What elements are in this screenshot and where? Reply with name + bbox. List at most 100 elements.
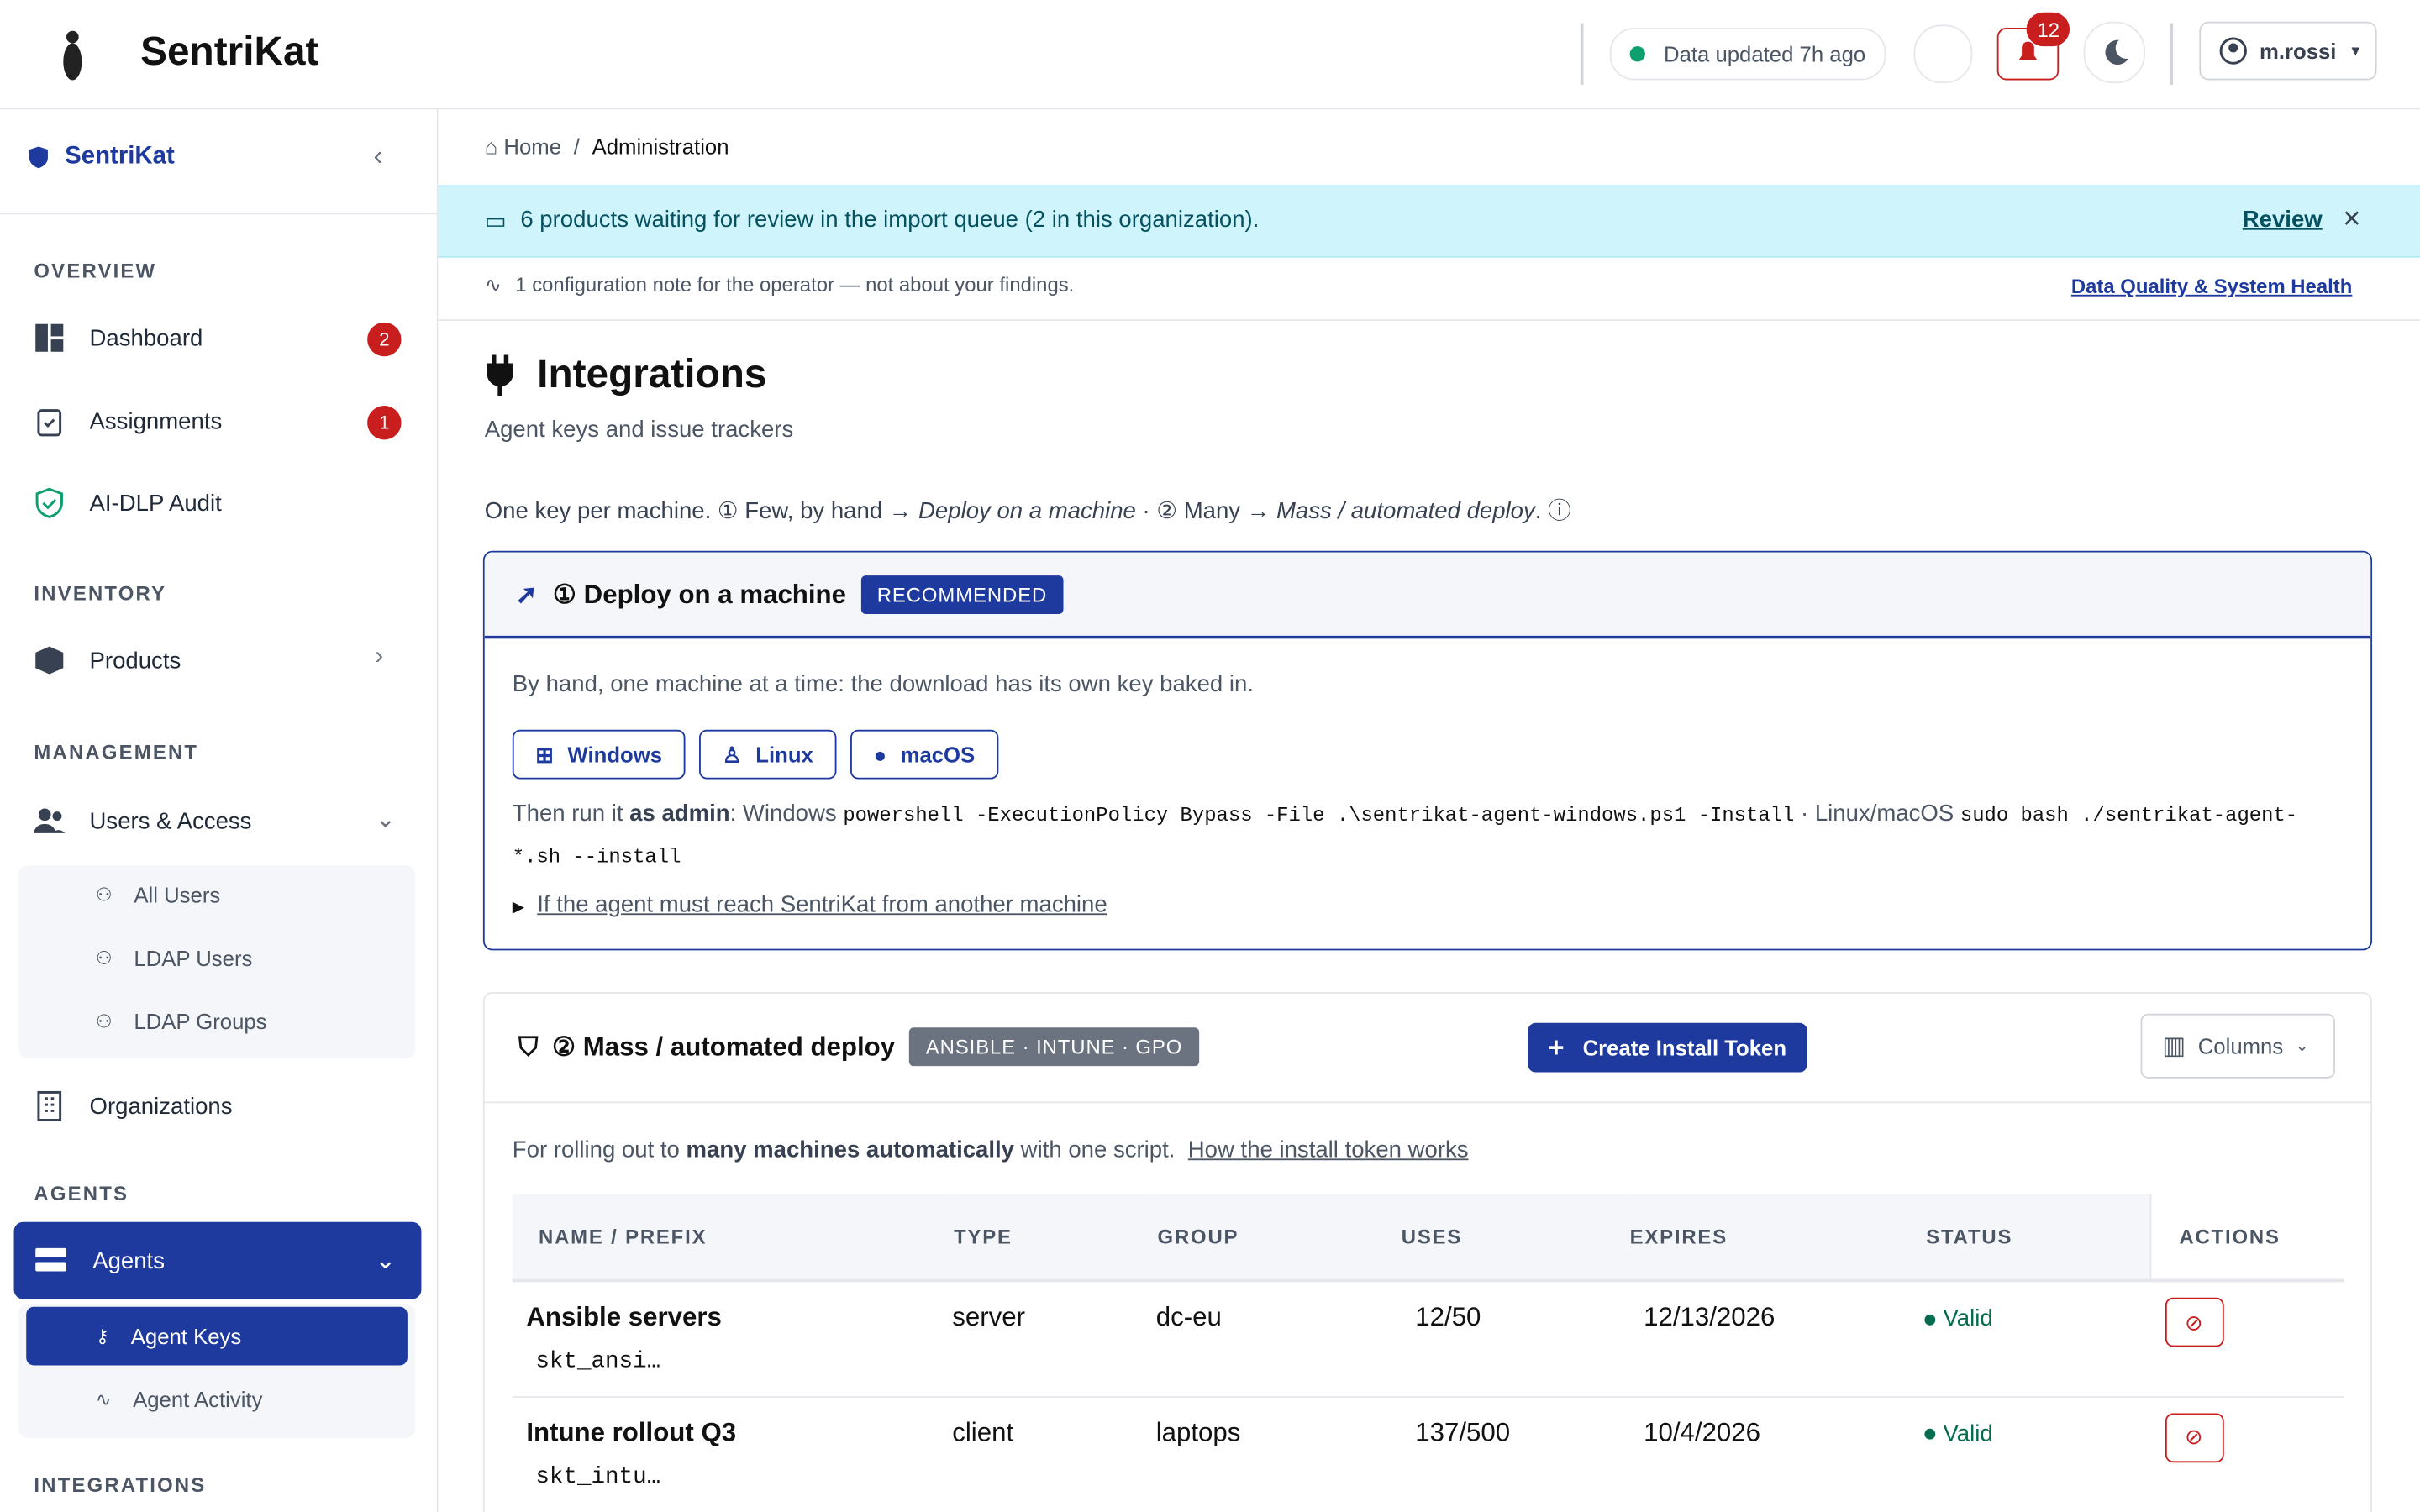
nav-label: Users & Access: [89, 807, 252, 834]
plug-icon: [487, 354, 513, 396]
nav-item[interactable]: Dashboard: [34, 323, 203, 354]
button-label: Columns: [2197, 1033, 2284, 1058]
crumb-link[interactable]: ⌂ Home: [484, 134, 562, 160]
nav-item[interactable]: Assignments: [34, 406, 222, 437]
icon: ⊞: [535, 741, 554, 766]
create-token-button[interactable]: + Create Install Token: [1528, 1022, 1807, 1073]
icon: [35, 1247, 66, 1272]
nav-label: Dashboard: [89, 324, 203, 351]
sub-item[interactable]: ∿ Agent Activity: [96, 1387, 263, 1411]
mass-card: ⛉ ② Mass / automated deploy ANSIBLE · INTU…: [482, 992, 2373, 1512]
section-title: AGENTS: [34, 1181, 129, 1205]
intro: One key per machine. ① Few, by hand → De…: [485, 494, 1571, 527]
token-prefix: skt_intu…: [535, 1463, 661, 1490]
shield-icon: [29, 146, 48, 169]
card-title-text: ① Deploy on a machine: [553, 579, 847, 609]
nav-label: Assignments: [89, 407, 223, 435]
deploy-card: ➚ ① Deploy on a machine RECOMMENDED By han…: [482, 550, 2373, 951]
columns-button[interactable]: ▥ Columns ⌄: [2140, 1013, 2335, 1079]
section-title: INTEGRATIONS: [34, 1473, 207, 1497]
sub-label: Agent Activity: [133, 1387, 263, 1412]
revoke-button[interactable]: ⊘: [2165, 1297, 2223, 1347]
title-text: Integrations: [537, 349, 767, 397]
separator: /: [573, 134, 580, 160]
intro-text: · ② Many →: [1135, 498, 1276, 525]
bell-icon: [2018, 41, 2038, 60]
card-title: ➚ ① Deploy on a machine RECOMMENDED: [515, 575, 1063, 615]
card-title: ⛉ ② Mass / automated deploy ANSIBLE · INTU…: [518, 1027, 1200, 1067]
cell: ⊘: [2150, 1396, 2344, 1512]
health-link[interactable]: Data Quality & System Health: [2070, 274, 2353, 298]
collapse-button[interactable]: ‹: [373, 140, 383, 171]
cell: client: [952, 1417, 1014, 1446]
status-dot: [1629, 46, 1645, 62]
icon: [35, 487, 63, 518]
sub-item[interactable]: ⚷ Agent Keys: [96, 1324, 241, 1348]
sub-item[interactable]: ⚇ LDAP Users: [96, 946, 253, 970]
banner-message: 6 products waiting for review in the imp…: [520, 207, 1260, 234]
icon: [35, 646, 64, 675]
card-description: By hand, one machine at a time: the down…: [512, 670, 1254, 698]
config-note: ∿ 1 configuration note for the operator —…: [485, 273, 1075, 297]
icon: ∿: [484, 273, 502, 297]
intro-text: One key per machine. ① Few, by hand →: [484, 498, 919, 525]
sub-item[interactable]: ⚇ LDAP Groups: [96, 1009, 267, 1033]
info-icon[interactable]: ⓘ: [1548, 498, 1571, 525]
desc-text: with one script.: [1014, 1137, 1176, 1163]
submenu: [18, 865, 416, 1058]
triangle: ▶: [512, 899, 524, 917]
review-link[interactable]: Review: [2242, 207, 2323, 234]
icon: ⚷: [95, 1325, 110, 1347]
status: Valid: [1943, 1305, 1993, 1332]
icon: [37, 409, 62, 437]
nav-item[interactable]: AI-DLP Audit: [34, 487, 222, 518]
nav-item[interactable]: Products: [34, 645, 181, 676]
close-button[interactable]: ×: [2343, 202, 2361, 237]
page-title: Integrations: [485, 349, 767, 398]
nav-item[interactable]: Organizations: [34, 1090, 233, 1122]
icon: ⚇: [95, 884, 113, 906]
download-button[interactable]: ⊞ Windows: [512, 729, 686, 780]
theme-toggle[interactable]: [2083, 21, 2146, 84]
sub-label: Agent Keys: [130, 1323, 242, 1349]
caret: ▼: [2349, 43, 2363, 59]
section-title: OVERVIEW: [34, 259, 157, 283]
icon: [34, 808, 66, 833]
crumb-text: Home: [503, 134, 562, 160]
mascot-button[interactable]: [1913, 24, 1973, 84]
icon: [37, 1090, 62, 1121]
icon: [35, 323, 64, 352]
nav-label: Organizations: [89, 1093, 233, 1120]
user-menu[interactable]: m.rossi ▼: [2199, 21, 2377, 81]
token-name: Intune rollout Q3: [526, 1417, 737, 1446]
sidebar-brand: SentriKat: [28, 144, 175, 171]
nav-item[interactable]: Agents: [34, 1247, 165, 1274]
sub-item[interactable]: ⚇ All Users: [96, 883, 220, 907]
icon: ∿: [95, 1389, 112, 1410]
revoke-button[interactable]: ⊘: [2165, 1412, 2223, 1462]
brand: SentriKat: [140, 28, 319, 75]
card-title-text: ② Mass / automated deploy: [552, 1031, 896, 1061]
nav-item[interactable]: Users & Access: [34, 806, 251, 837]
download-button[interactable]: ● macOS: [850, 729, 998, 780]
chevron: ⌄: [375, 1247, 396, 1275]
badge: RECOMMENDED: [861, 575, 1063, 615]
note-text: 1 configuration note for the operator — …: [515, 273, 1075, 297]
table-row: Intune rollout Q3 skt_intu… client laptops 1…: [512, 1396, 2344, 1512]
details-toggle[interactable]: ▶ If the agent must reach SentriKat from…: [513, 892, 1107, 918]
chevron: ⌄: [375, 806, 396, 833]
download-button[interactable]: ♙ Linux: [699, 729, 837, 780]
badge: ANSIBLE · INTUNE · GPO: [908, 1027, 1200, 1067]
cell: ⊘: [2150, 1280, 2344, 1396]
icon: ▭: [484, 207, 507, 235]
button-label: Windows: [567, 742, 663, 767]
help-link[interactable]: How the install token works: [1187, 1137, 1469, 1163]
divider: [2170, 23, 2174, 86]
shield-icon: ⛉: [518, 1031, 539, 1061]
page-subtitle: Agent keys and issue trackers: [484, 416, 794, 444]
cell: Valid: [1924, 1396, 2150, 1512]
run-text: Then run it: [512, 801, 630, 827]
button-label: Linux: [755, 742, 813, 767]
column-header: TYPE: [954, 1225, 1013, 1248]
nav-active: [13, 1221, 422, 1299]
